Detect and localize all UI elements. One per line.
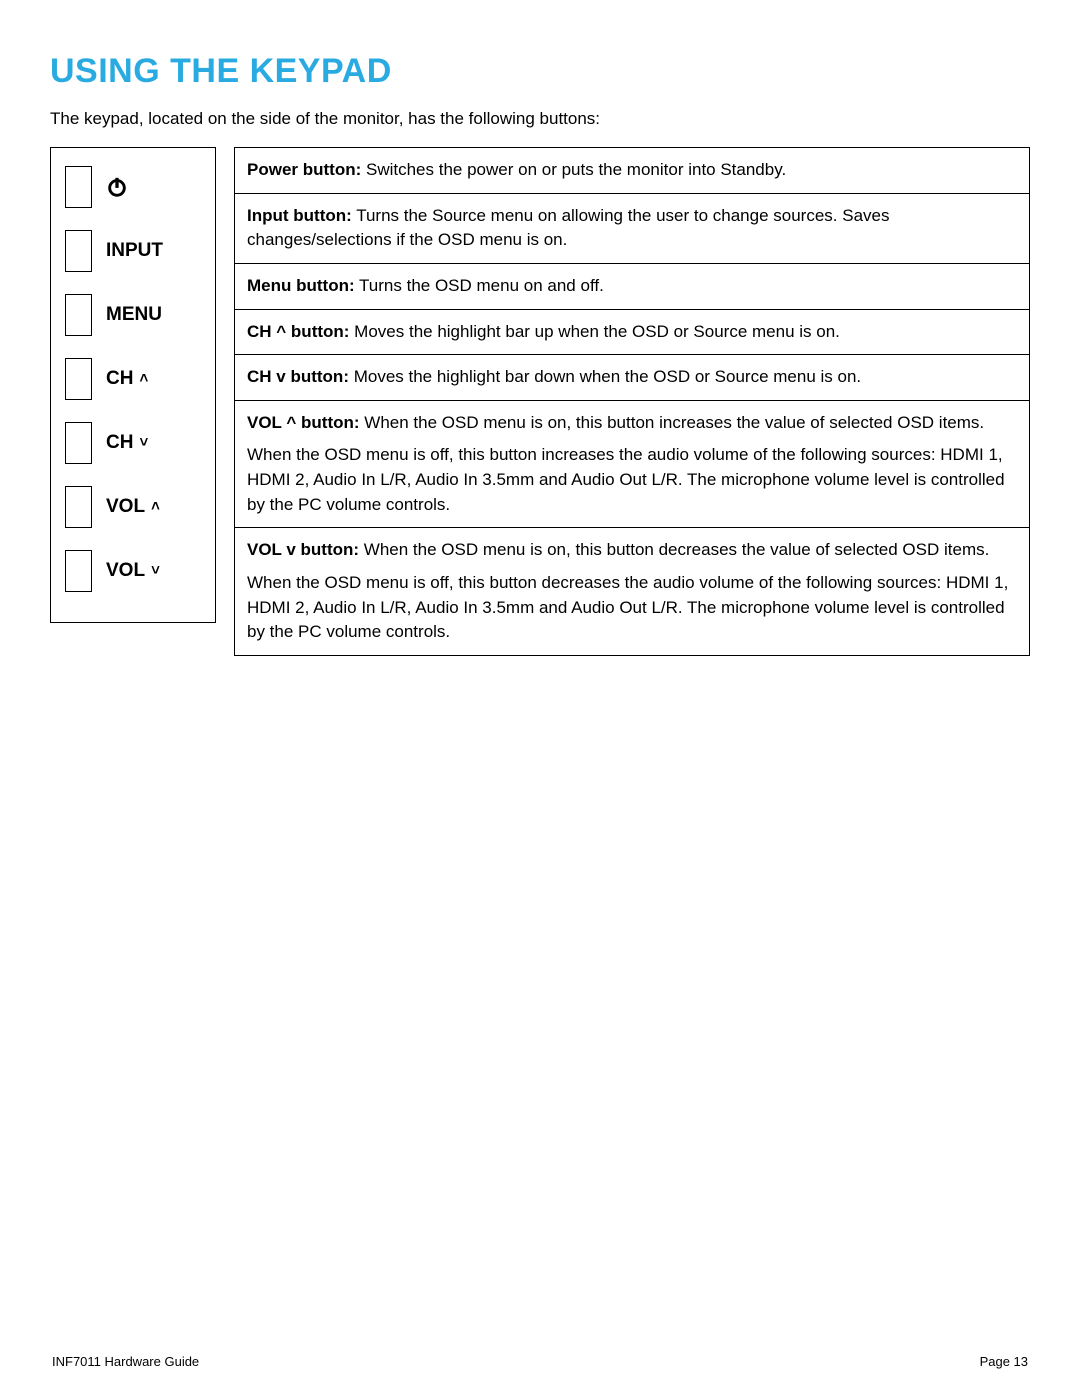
footer-left: INF7011 Hardware Guide [52,1354,199,1369]
page-heading: USING THE KEYPAD [50,52,1030,91]
keypad-button-box [65,230,92,272]
keypad-item-power [61,166,205,208]
keypad-button-box [65,422,92,464]
keypad-button-box [65,550,92,592]
content-row: INPUT MENU CH˄ CH˅ VOL˄ VOL˅ Power butto… [50,147,1030,656]
desc-input: Input button: Turns the Source menu on a… [235,193,1030,263]
keypad-item-ch-up: CH˄ [61,358,205,400]
keypad-label-menu: MENU [106,304,162,326]
keypad-item-vol-up: VOL˄ [61,486,205,528]
desc-power: Power button: Switches the power on or p… [235,148,1030,194]
keypad-button-box [65,166,92,208]
page-footer: INF7011 Hardware Guide Page 13 [52,1354,1028,1369]
keypad-item-ch-down: CH˅ [61,422,205,464]
desc-ch-down: CH v button: Moves the highlight bar dow… [235,355,1030,401]
keypad-label-ch-up: CH˄ [106,368,148,390]
intro-text: The keypad, located on the side of the m… [50,109,1030,129]
desc-vol-down: VOL v button: When the OSD menu is on, t… [235,528,1030,656]
keypad-label-vol-up: VOL˄ [106,496,160,518]
keypad-item-menu: MENU [61,294,205,336]
desc-vol-up: VOL ^ button: When the OSD menu is on, t… [235,400,1030,528]
keypad-panel: INPUT MENU CH˄ CH˅ VOL˄ VOL˅ [50,147,216,623]
keypad-button-box [65,358,92,400]
keypad-label-ch-down: CH˅ [106,432,148,454]
keypad-button-box [65,486,92,528]
keypad-item-input: INPUT [61,230,205,272]
desc-menu: Menu button: Turns the OSD menu on and o… [235,263,1030,309]
keypad-item-vol-down: VOL˅ [61,550,205,592]
description-table: Power button: Switches the power on or p… [234,147,1030,656]
desc-ch-up: CH ^ button: Moves the highlight bar up … [235,309,1030,355]
keypad-label-input: INPUT [106,240,163,262]
keypad-label-vol-down: VOL˅ [106,560,160,582]
footer-right: Page 13 [980,1354,1028,1369]
power-icon [106,176,128,198]
keypad-button-box [65,294,92,336]
